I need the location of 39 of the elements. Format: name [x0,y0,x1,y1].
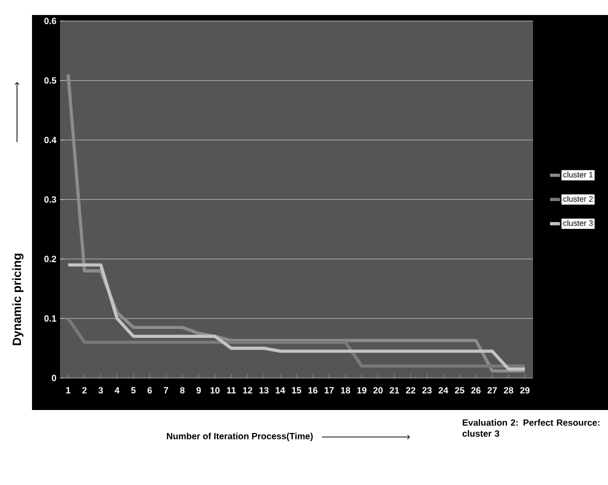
x-tick-label: 24 [438,387,448,394]
x-tick-label: 26 [471,387,481,394]
x-tick-label: 29 [520,387,530,394]
x-tick-label: 27 [488,387,497,394]
x-tick-label: 5 [131,387,136,394]
y-tick-label: 0.6 [44,18,56,24]
x-tick-label: 8 [180,387,185,394]
x-tick-label: 14 [276,387,286,394]
x-tick-label: 7 [164,387,168,394]
x-tick-label: 15 [292,387,302,394]
y-axis-title: Dynamic pricing [12,254,24,346]
x-tick-label: 20 [373,387,383,394]
x-tick-label: 10 [210,387,220,394]
x-tick-label: 3 [98,387,103,394]
x-tick-label: 17 [324,387,334,394]
x-tick-label: 19 [357,387,366,394]
y-tick-label: 0 [52,374,56,382]
y-tick-label: 0.4 [44,136,56,144]
x-tick-label: 28 [504,387,514,394]
y-tick-label: 0.1 [44,315,56,322]
x-tick-label: 4 [114,387,120,394]
x-tick-label: 21 [390,387,400,394]
x-tick-label: 18 [341,387,350,394]
x-axis-title: Number of Iteration Process(Time) [166,432,313,442]
x-tick-label: 22 [406,387,416,394]
x-tick-label: 25 [454,387,464,394]
x-tick-label: 13 [259,387,269,394]
text: Evaluation 2: Perfect Resource: cluster 3 [462,419,600,437]
y-tick-label: 0.5 [44,77,56,84]
x-tick-label: 23 [422,387,432,394]
x-tick-label: 6 [148,387,152,394]
x-tick-label: 16 [308,387,318,394]
y-tick-label: 0.3 [44,196,56,203]
x-tick-label: 2 [82,387,87,394]
x-tick-label: 9 [196,387,201,394]
y-tick-label: 0.2 [44,256,56,262]
x-tick-label: 11 [227,387,236,394]
x-tick-label: 1 [66,387,70,394]
x-tick-label: 12 [243,387,252,394]
